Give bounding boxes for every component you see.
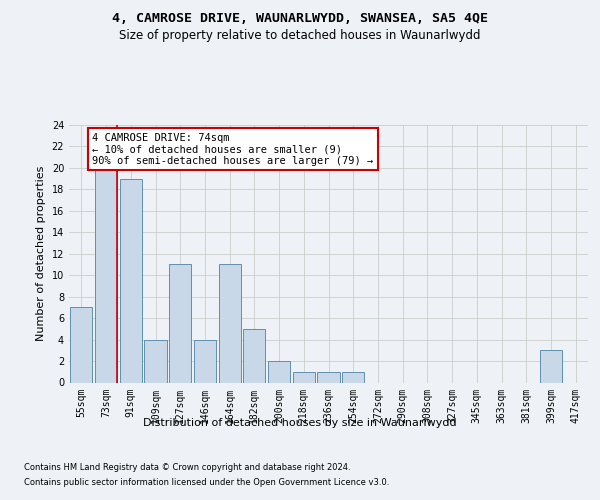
Bar: [540, 350, 562, 382]
Bar: [194, 340, 216, 382]
Text: 4, CAMROSE DRIVE, WAUNARLWYDD, SWANSEA, SA5 4QE: 4, CAMROSE DRIVE, WAUNARLWYDD, SWANSEA, …: [112, 12, 488, 26]
Bar: [70, 308, 92, 382]
Text: Contains HM Land Registry data © Crown copyright and database right 2024.: Contains HM Land Registry data © Crown c…: [24, 463, 350, 472]
Bar: [145, 340, 167, 382]
Bar: [95, 168, 117, 382]
Y-axis label: Number of detached properties: Number of detached properties: [36, 166, 46, 342]
Bar: [268, 361, 290, 382]
Bar: [293, 372, 315, 382]
Bar: [218, 264, 241, 382]
Text: 4 CAMROSE DRIVE: 74sqm
← 10% of detached houses are smaller (9)
90% of semi-deta: 4 CAMROSE DRIVE: 74sqm ← 10% of detached…: [92, 132, 374, 166]
Bar: [317, 372, 340, 382]
Bar: [119, 178, 142, 382]
Bar: [342, 372, 364, 382]
Text: Contains public sector information licensed under the Open Government Licence v3: Contains public sector information licen…: [24, 478, 389, 487]
Bar: [243, 329, 265, 382]
Text: Size of property relative to detached houses in Waunarlwydd: Size of property relative to detached ho…: [119, 29, 481, 42]
Text: Distribution of detached houses by size in Waunarlwydd: Distribution of detached houses by size …: [143, 418, 457, 428]
Bar: [169, 264, 191, 382]
